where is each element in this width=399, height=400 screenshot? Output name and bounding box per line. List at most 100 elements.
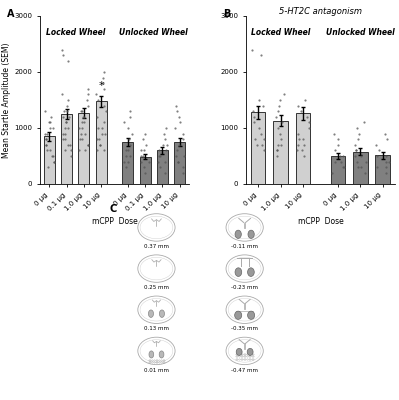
Point bbox=[180, 136, 186, 142]
Point bbox=[355, 136, 361, 142]
Ellipse shape bbox=[235, 230, 241, 238]
Bar bbox=[157, 150, 168, 184]
Point bbox=[156, 147, 162, 154]
Point bbox=[353, 147, 359, 154]
Point bbox=[97, 142, 103, 148]
Point bbox=[66, 142, 73, 148]
Bar bbox=[273, 121, 288, 184]
Point bbox=[123, 153, 129, 159]
Point bbox=[60, 52, 67, 58]
Point bbox=[95, 125, 101, 131]
Title: 5-HT2C antagonism: 5-HT2C antagonism bbox=[279, 7, 362, 16]
Point bbox=[80, 114, 86, 120]
Ellipse shape bbox=[236, 348, 242, 356]
Point bbox=[301, 153, 307, 159]
Point bbox=[356, 130, 362, 137]
Ellipse shape bbox=[159, 351, 164, 358]
Point bbox=[340, 153, 346, 159]
Ellipse shape bbox=[226, 214, 263, 241]
Point bbox=[85, 91, 91, 98]
Point bbox=[382, 130, 389, 137]
Point bbox=[172, 125, 178, 131]
Text: -0.35 mm: -0.35 mm bbox=[231, 326, 258, 332]
Point bbox=[155, 158, 162, 165]
Point bbox=[354, 158, 361, 165]
Ellipse shape bbox=[235, 268, 242, 276]
Ellipse shape bbox=[235, 311, 242, 319]
Point bbox=[101, 86, 107, 92]
Point bbox=[338, 158, 344, 165]
Point bbox=[294, 130, 301, 137]
Point bbox=[59, 46, 65, 53]
Point bbox=[251, 136, 258, 142]
Point bbox=[41, 108, 48, 114]
Point bbox=[261, 136, 267, 142]
Point bbox=[335, 142, 341, 148]
Point bbox=[63, 102, 70, 109]
Point bbox=[340, 164, 347, 170]
Bar bbox=[375, 156, 390, 184]
Point bbox=[101, 69, 107, 75]
Point bbox=[275, 142, 281, 148]
Point bbox=[279, 119, 285, 126]
Point bbox=[85, 86, 91, 92]
Ellipse shape bbox=[159, 310, 164, 318]
Point bbox=[373, 142, 380, 148]
Point bbox=[295, 142, 302, 148]
Point bbox=[294, 147, 300, 154]
Point bbox=[174, 147, 180, 154]
Point bbox=[59, 130, 66, 137]
Point bbox=[175, 158, 181, 165]
Point bbox=[127, 108, 134, 114]
Point bbox=[300, 136, 306, 142]
Point bbox=[64, 97, 71, 103]
Point bbox=[50, 125, 56, 131]
Point bbox=[162, 170, 168, 176]
Point bbox=[385, 158, 392, 165]
Point bbox=[61, 136, 68, 142]
Point bbox=[275, 108, 281, 114]
Point bbox=[123, 164, 129, 170]
Ellipse shape bbox=[247, 348, 253, 356]
Text: A: A bbox=[7, 9, 15, 19]
Bar bbox=[174, 142, 185, 184]
Point bbox=[180, 130, 186, 137]
Point bbox=[281, 91, 287, 98]
Bar bbox=[78, 113, 89, 184]
Point bbox=[61, 147, 68, 154]
Point bbox=[96, 136, 102, 142]
Point bbox=[277, 130, 283, 137]
Point bbox=[85, 142, 91, 148]
Text: B: B bbox=[223, 9, 231, 19]
Bar bbox=[330, 156, 345, 184]
Point bbox=[59, 91, 65, 98]
Point bbox=[81, 119, 87, 126]
Point bbox=[79, 108, 85, 114]
Point bbox=[329, 170, 335, 176]
Text: -0.23 mm: -0.23 mm bbox=[231, 285, 258, 290]
Point bbox=[94, 114, 100, 120]
Point bbox=[65, 125, 71, 131]
Bar bbox=[122, 142, 134, 184]
Point bbox=[45, 164, 51, 170]
Point bbox=[127, 114, 133, 120]
X-axis label: mCPP  Dose: mCPP Dose bbox=[92, 217, 137, 226]
Point bbox=[44, 130, 51, 137]
Point bbox=[382, 164, 389, 170]
Point bbox=[249, 108, 256, 114]
Point bbox=[340, 164, 346, 170]
Point bbox=[142, 130, 148, 137]
Point bbox=[383, 153, 389, 159]
Point bbox=[99, 130, 105, 137]
Point bbox=[43, 136, 49, 142]
Point bbox=[99, 125, 105, 131]
Point bbox=[383, 136, 390, 142]
Ellipse shape bbox=[226, 255, 263, 282]
Point bbox=[128, 130, 135, 137]
Point bbox=[175, 158, 181, 165]
Point bbox=[332, 147, 339, 154]
Point bbox=[101, 102, 107, 109]
Point bbox=[79, 119, 85, 126]
Ellipse shape bbox=[138, 337, 175, 365]
Point bbox=[143, 142, 150, 148]
